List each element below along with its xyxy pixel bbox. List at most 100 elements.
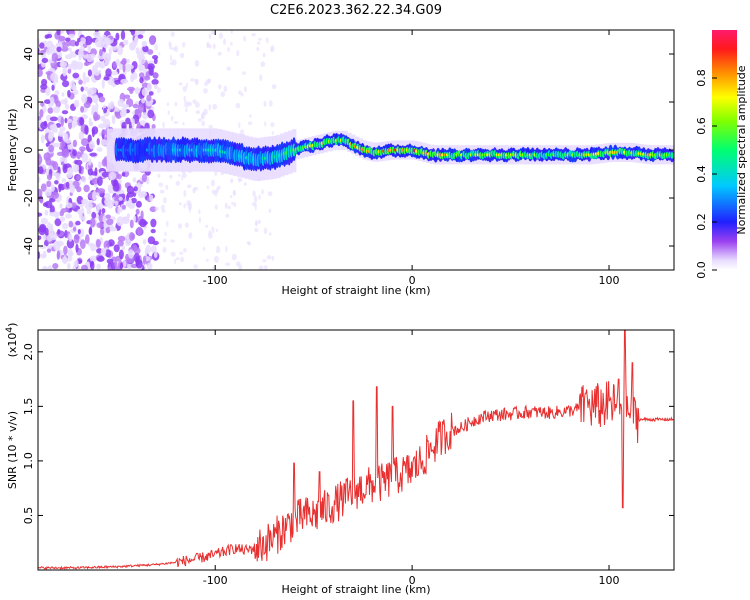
spectrogram-noise-cell (103, 76, 110, 81)
spectrogram-noise-cell (75, 61, 84, 70)
spectrogram-noise-cell (89, 121, 94, 127)
spectrogram-noise-cell (223, 38, 227, 45)
snr-y-tick-label: 1.5 (22, 398, 35, 416)
spectrogram-noise-cell (205, 79, 211, 85)
spectrogram-noise-cell (236, 50, 240, 57)
spectrogram-noise-cell (130, 42, 134, 51)
spectrogram-noise-cell (215, 228, 219, 232)
spectrogram-y-label: Frequency (Hz) (6, 109, 19, 192)
spectrogram-noise-cell (90, 53, 96, 59)
spectrogram-noise-cell (72, 72, 80, 79)
spectrogram-noise-cell (46, 234, 53, 242)
spectrogram-noise-cell (192, 99, 197, 104)
colorbar-tick-label: 0.8 (695, 69, 708, 87)
spectrogram-noise-cell (72, 164, 80, 173)
spectrogram-noise-cell (178, 82, 183, 86)
spectrogram-noise-cell (100, 247, 107, 256)
spectrogram-noise-cell (218, 84, 222, 90)
spectrogram-noise-cell (263, 100, 267, 107)
snr-x-tick-label: -100 (203, 574, 228, 587)
spectrogram-noise-cell (212, 265, 216, 270)
spectrogram-noise-cell (193, 264, 198, 269)
spectrogram-noise-cell (67, 262, 71, 270)
spectrogram-noise-cell (83, 86, 89, 92)
spectrogram-noise-cell (158, 51, 161, 56)
spectrogram-noise-cell (90, 217, 96, 228)
spectrogram-noise-cell (133, 186, 138, 192)
spectrogram-noise-cell (142, 112, 149, 120)
spectrogram-noise-cell (61, 256, 68, 264)
spectrogram-noise-cell (56, 30, 61, 36)
spectrogram-noise-cell (95, 61, 102, 68)
spectrogram-noise-cell (75, 220, 81, 226)
spectrogram-noise-cell (38, 166, 44, 174)
spectrogram-noise-cell (154, 206, 159, 211)
spectrogram-noise-cell (211, 226, 215, 234)
spectrogram-noise-cell (125, 239, 131, 247)
spectrogram-noise-cell (81, 176, 87, 183)
spectrogram-noise-cell (183, 203, 186, 209)
spectrogram-noise-cell (51, 52, 59, 62)
spectrogram-noise-cell (38, 68, 43, 77)
spectrogram-noise-cell (157, 173, 161, 178)
spectrogram-noise-cell (46, 40, 54, 50)
spectrogram-noise-cell (63, 245, 68, 255)
spectrogram-noise-cell (154, 43, 159, 51)
spectrogram-noise-cell (92, 94, 99, 104)
snr-scale-label: (x104) (5, 323, 19, 358)
spectrogram-noise-cell (122, 39, 129, 46)
spectrogram-noise-cell (44, 34, 49, 39)
spectrogram-noise-cell (38, 251, 41, 260)
spectrogram-noise-cell (78, 79, 83, 85)
spectrogram-noise-cell (56, 46, 62, 53)
spectrogram-noise-cell (79, 117, 85, 126)
spectrogram-noise-cell (152, 72, 159, 79)
spectrogram-noise-cell (165, 184, 169, 190)
spectrogram-noise-cell (146, 262, 153, 270)
spectrogram-noise-cell (232, 190, 235, 196)
spectrogram-noise-cell (77, 37, 81, 43)
spectrogram-noise-cell (110, 70, 119, 76)
spectrogram-noise-cell (62, 80, 70, 88)
spectrogram-noise-cell (68, 47, 72, 52)
spectrogram-marks (38, 30, 674, 270)
spectrogram-noise-cell (50, 72, 58, 82)
spectrogram-noise-cell (142, 45, 149, 53)
spectrogram-noise-cell (151, 79, 159, 85)
spectrogram-noise-cell (243, 35, 247, 42)
spectrogram-noise-cell (69, 184, 76, 194)
spectrogram-noise-cell (72, 84, 77, 92)
spectrogram-noise-cell (100, 115, 106, 122)
spectrogram-noise-cell (252, 190, 256, 197)
spectrogram-noise-cell (112, 61, 117, 68)
spectrogram-noise-cell (163, 196, 167, 204)
spectrogram-noise-cell (255, 219, 258, 227)
spectrogram-noise-cell (115, 107, 120, 113)
spectrogram-noise-cell (61, 110, 69, 115)
snr-plot-area (38, 330, 674, 570)
spectrogram-noise-cell (138, 186, 142, 196)
spectrogram-noise-cell (73, 99, 80, 108)
spectrogram-noise-cell (220, 91, 226, 98)
snr-y-tick-label: 1.0 (22, 452, 35, 470)
spectrogram-noise-cell (167, 110, 170, 115)
spectrogram-noise-cell (162, 238, 167, 243)
spectrogram-noise-cell (170, 239, 175, 243)
spectrogram-noise-cell (106, 218, 114, 225)
spectrogram-noise-cell (79, 146, 86, 152)
spectrogram-noise-cell (267, 191, 273, 197)
spectrogram-noise-cell (130, 30, 136, 36)
spectrogram-noise-cell (134, 34, 139, 44)
spectrogram-noise-cell (230, 178, 234, 184)
snr-scale-close: ) (6, 323, 19, 327)
spectrogram-noise-cell (159, 189, 165, 194)
spectrogram-band-cell (670, 152, 674, 159)
spectrogram-noise-cell (134, 87, 141, 95)
spectrogram-noise-cell (110, 76, 114, 84)
spectrogram-noise-cell (65, 202, 73, 209)
spectrogram-noise-cell (74, 41, 79, 47)
spectrogram-noise-cell (256, 47, 260, 51)
spectrogram-noise-cell (81, 93, 88, 104)
spectrogram-noise-cell (134, 108, 139, 116)
